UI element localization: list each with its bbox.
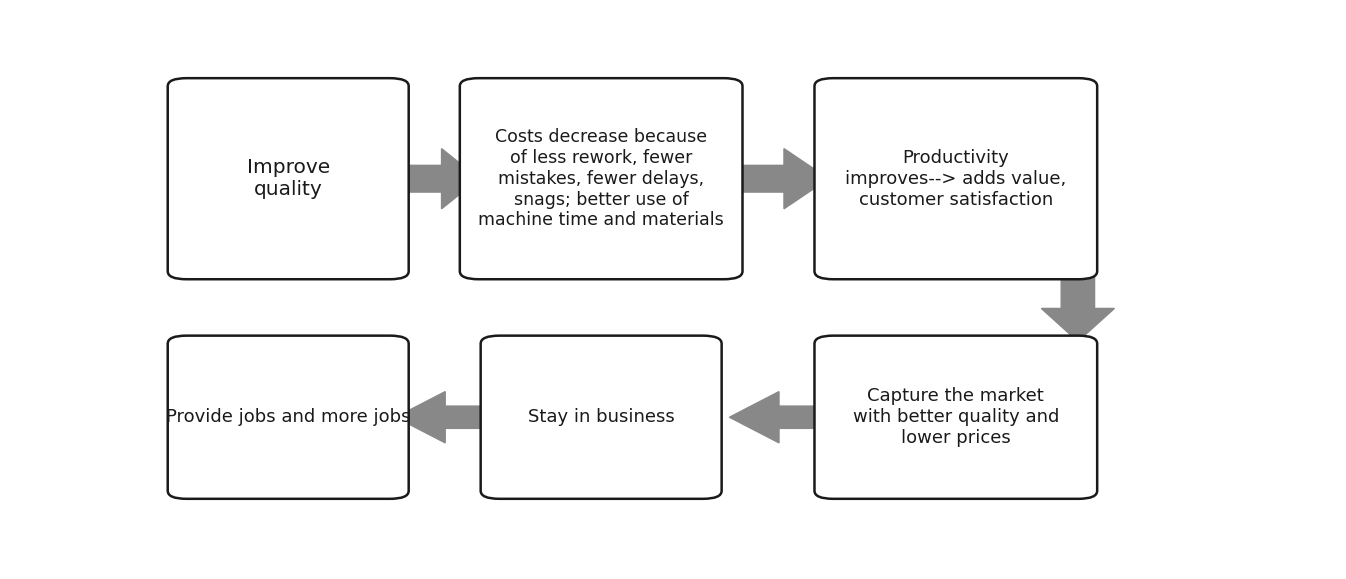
FancyBboxPatch shape [168,78,409,279]
FancyBboxPatch shape [481,336,721,499]
Text: Improve
quality: Improve quality [246,158,330,199]
Polygon shape [396,149,479,209]
Text: Capture the market
with better quality and
lower prices: Capture the market with better quality a… [852,387,1059,447]
Polygon shape [730,149,829,209]
FancyBboxPatch shape [168,336,409,499]
FancyBboxPatch shape [460,78,743,279]
Text: Stay in business: Stay in business [528,408,674,426]
FancyBboxPatch shape [814,336,1097,499]
Text: Costs decrease because
of less rework, fewer
mistakes, fewer delays,
snags; bett: Costs decrease because of less rework, f… [478,128,724,229]
FancyBboxPatch shape [814,78,1097,279]
Text: Provide jobs and more jobs: Provide jobs and more jobs [166,408,411,426]
Text: Productivity
improves--> adds value,
customer satisfaction: Productivity improves--> adds value, cus… [845,149,1066,208]
Polygon shape [396,391,495,443]
Polygon shape [730,391,829,443]
Polygon shape [1042,276,1114,342]
